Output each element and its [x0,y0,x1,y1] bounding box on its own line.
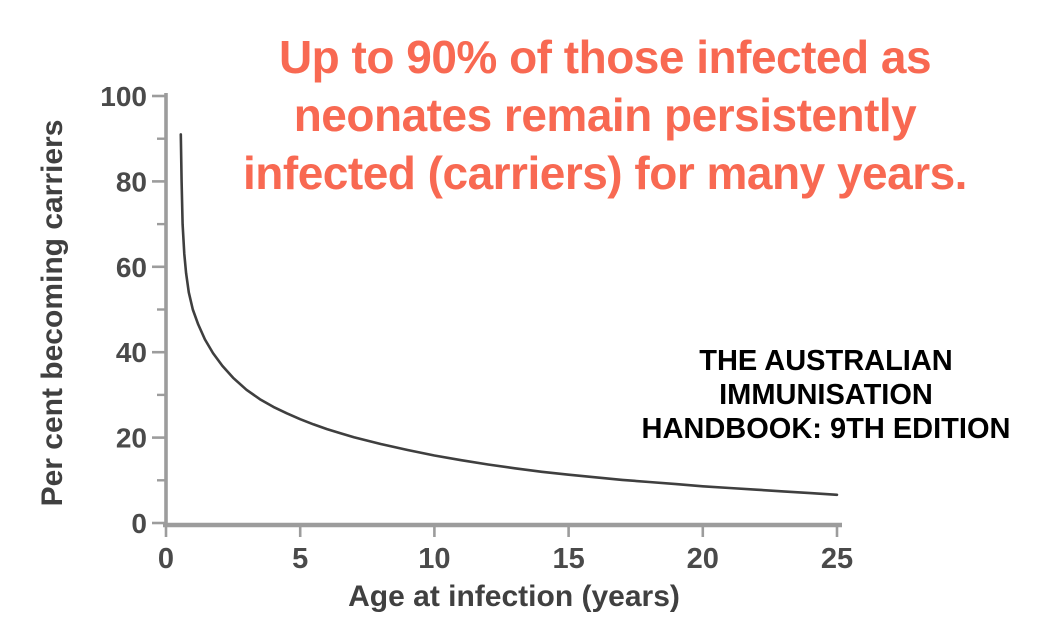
headline-line-1: Up to 90% of those infected as [278,31,932,83]
attribution-line-2: IMMUNISATION [719,379,933,411]
x-tick-label: 15 [552,543,584,575]
y-axis-title: Per cent becoming carriers [36,120,69,507]
y-tick-label: 100 [100,81,147,112]
x-tick-label: 5 [292,543,308,575]
headline-line-3: infected (carriers) for many years. [243,147,967,199]
y-tick-label: 60 [116,252,147,283]
y-tick-label: 40 [116,337,147,368]
carrier-risk-curve [179,133,839,497]
y-tick-label: 80 [116,166,147,197]
x-tick-label: 0 [158,543,174,575]
x-tick-label: 20 [687,543,719,575]
y-tick-label: 0 [131,508,147,539]
x-tick-label: 25 [821,543,853,575]
y-tick-label: 20 [116,423,147,454]
x-axis-title: Age at infection (years) [348,580,680,613]
x-tick-label: 10 [418,543,450,575]
attribution-line-1: THE AUSTRALIAN [699,345,953,377]
headline-annotation: Up to 90% of those infected as neonates … [160,28,1047,202]
attribution-line-3: HANDBOOK: 9TH EDITION [641,413,1011,445]
headline-line-2: neonates remain persistently [293,89,917,141]
source-attribution: THE AUSTRALIAN IMMUNISATION HANDBOOK: 9T… [611,344,1041,446]
